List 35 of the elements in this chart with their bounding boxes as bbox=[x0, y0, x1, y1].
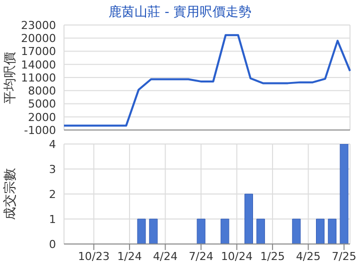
bar bbox=[137, 218, 146, 244]
bar bbox=[244, 194, 253, 244]
bar bbox=[256, 218, 265, 244]
y-tick-label: 2 bbox=[49, 188, 56, 201]
y-tick-label: 2000 bbox=[28, 110, 56, 124]
y-tick-label: 4 bbox=[49, 138, 56, 151]
y-axis-title: 平均呎價 bbox=[2, 52, 19, 104]
x-tick-label: 1/24 bbox=[117, 250, 142, 263]
bar bbox=[292, 218, 301, 244]
y-tick-label: 23000 bbox=[21, 18, 56, 32]
bar bbox=[220, 218, 230, 244]
y-tick-label: 8000 bbox=[28, 84, 56, 98]
line-series bbox=[63, 34, 351, 127]
x-tick-label: 10/23 bbox=[78, 250, 110, 263]
y-tick-label: 3 bbox=[49, 162, 56, 176]
y-tick-label: 20000 bbox=[21, 32, 56, 46]
y-tick-label: 11000 bbox=[21, 71, 56, 84]
y-tick-label: -1000 bbox=[24, 124, 56, 137]
x-tick-label: 1/25 bbox=[260, 250, 285, 263]
bar bbox=[196, 218, 206, 244]
chart-title: 鹿茵山莊 - 實用呎價走勢 bbox=[108, 5, 252, 20]
y-axis-title: 成交宗數 bbox=[2, 168, 19, 220]
y-tick-label: 1 bbox=[49, 212, 56, 226]
x-tick-label: 10/24 bbox=[220, 250, 253, 263]
y-tick-label: 14000 bbox=[21, 58, 56, 72]
x-tick-label: 7/25 bbox=[332, 250, 356, 263]
bar bbox=[149, 218, 158, 244]
bar bbox=[316, 218, 324, 244]
x-tick-label: 7/24 bbox=[188, 250, 214, 263]
x-tick-label: 4/25 bbox=[296, 250, 321, 263]
y-tick-label: 0 bbox=[49, 238, 56, 251]
y-tick-label: 5000 bbox=[28, 98, 56, 111]
x-tick-label: 4/24 bbox=[152, 250, 178, 263]
bar bbox=[328, 218, 336, 244]
y-tick-label: 17000 bbox=[21, 45, 56, 58]
